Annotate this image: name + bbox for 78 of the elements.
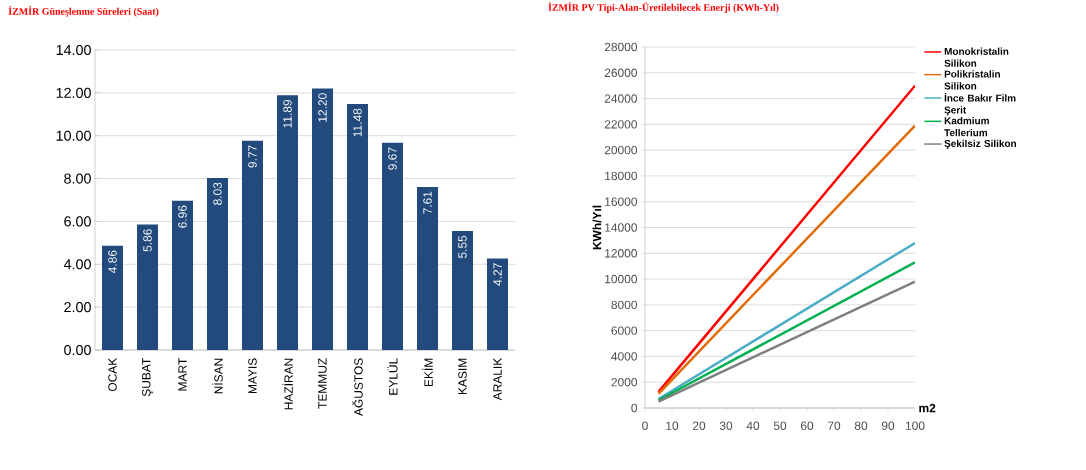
data-label: 12.20 [318,93,327,122]
data-label: 4.27 [493,263,502,286]
y-tick-label: 2000 [611,377,638,387]
data-label: 8.03 [213,182,222,205]
y-tick-label: 28000 [604,42,638,52]
x-tick-label: HAZİRAN [282,358,293,410]
x-tick-label: EYLÜL [387,358,398,395]
y-tick-label: 20000 [604,145,638,155]
y-tick-label: 10000 [605,274,638,284]
legend-label: Şekilsiz Silikon [944,139,1017,149]
bar [207,177,228,350]
bar [277,95,298,350]
legend-label: Monokristalin Silikon [944,47,1009,67]
bar [417,186,438,350]
x-tick-label: 50 [773,421,787,430]
x-tick-label: 40 [746,421,760,430]
x-tick-label: ŞUBAT [142,358,153,397]
x-tick-label: 20 [692,421,706,430]
y-tick-label: 6.00 [64,216,91,227]
bar [137,224,158,350]
bar [312,88,333,350]
data-label: 11.89 [283,99,292,128]
x-tick-label: AĞUSTOS [352,358,363,416]
legend-label: İnce Bakır Film Şerit [944,92,1016,116]
x-tick-label: 0 [642,421,648,430]
x-tick-label: MAYIS [248,358,257,394]
y-tick-label: 14000 [605,223,638,232]
bar [102,245,123,350]
y-tick-label: 16000 [605,197,638,206]
x-tick-label: 10 [666,421,679,430]
x-axis-title: m2 [919,403,936,413]
y-tick-label: 4.00 [63,259,91,270]
y-tick-label: 12.00 [56,87,91,98]
y-tick-label: 2.00 [64,302,91,313]
x-tick-label: NİSAN [212,358,223,394]
y-tick-label: 22000 [604,120,638,129]
y-tick-label: 4000 [611,352,638,361]
data-label: 6.96 [178,205,187,228]
chart-title: İZMİR PV Tipi-Alan-Üretilebilecek Enerji (KWh-Yıl) [548,2,779,13]
x-tick-label: 90 [881,421,895,430]
y-tick-label: 12000 [605,249,638,258]
data-label: 5.86 [143,229,152,252]
x-tick-label: ARALIK [493,357,502,401]
x-tick-label: 80 [854,421,868,430]
y-tick-label: 0.00 [64,344,91,356]
x-tick-label: OCAK [108,357,117,392]
x-tick-label: 60 [800,421,814,430]
y-tick-label: 8.00 [64,173,91,184]
data-label: 4.86 [108,250,117,274]
data-label: 5.55 [458,235,467,259]
bar [242,140,263,350]
bar [487,258,508,350]
y-axis-title: KWh/Yıl [592,205,602,250]
y-tick-label: 6000 [611,326,638,335]
data-label: 11.48 [353,108,362,137]
x-tick-label: 30 [719,421,733,430]
y-tick-label: 26000 [604,68,638,78]
legend-label: Kadmium Tellerium [944,116,989,137]
bar [452,231,473,350]
x-tick-label: TEMMUZ [318,358,327,409]
y-tick-label: 24000 [604,94,638,103]
bar [382,142,403,350]
y-tick-label: 18000 [605,171,638,181]
chart-title: İZMİR Güneşlenme Süreleri (Saat) [8,6,159,17]
x-tick-label: EKİM [422,358,433,387]
legend-label: Polikristalin Silikon [944,70,1000,90]
x-tick-label: KASIM [458,358,467,394]
data-label: 9.67 [388,147,397,170]
x-tick-label: MART [178,358,187,391]
data-label: 7.61 [423,191,432,214]
x-tick-label: 70 [827,421,841,430]
y-tick-label: 14.00 [56,44,91,56]
bar [172,200,193,350]
bar [347,104,368,350]
data-label: 9.77 [248,145,257,168]
x-tick-label: 100 [905,421,925,430]
y-tick-label: 10.00 [56,130,91,141]
y-tick-label: 8000 [611,300,638,310]
